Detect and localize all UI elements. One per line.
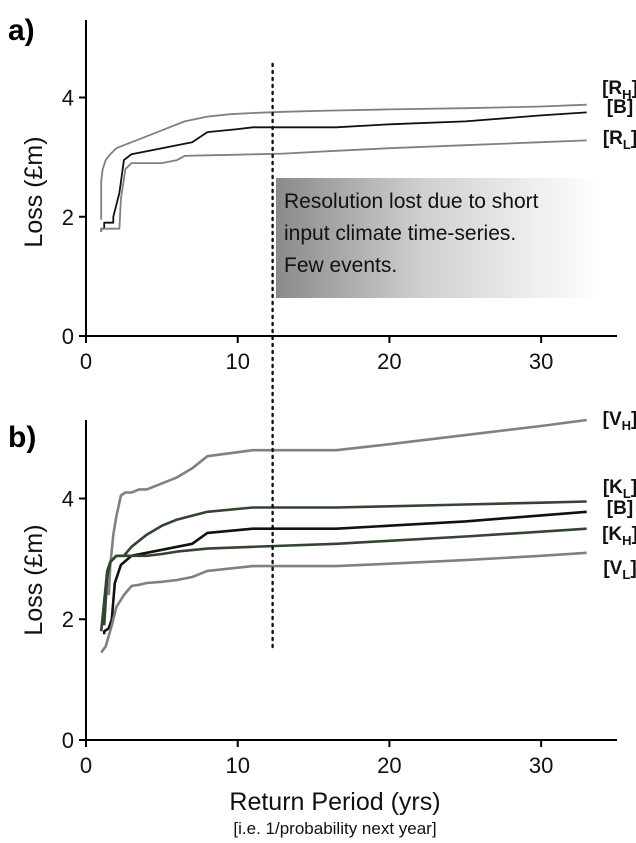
series-label-b: [B]: [607, 498, 633, 519]
panel-a-y-tick-label: 0: [62, 324, 74, 349]
panel-b-x-tick-label: 0: [80, 753, 92, 778]
series-label-kl: [KL]: [603, 477, 636, 501]
panel-b-axes: 0 10 20 30 0 2 4: [62, 420, 617, 778]
panel-a-y-axis-title: Loss (£m): [20, 136, 48, 247]
series-line-vh: [107, 418, 587, 596]
panel-b-y-tick-label: 0: [62, 728, 74, 753]
panel-a-y-tick-label: 2: [62, 205, 74, 230]
panel-b-x-tick-label: 30: [529, 753, 553, 778]
panel-a-label: a): [8, 14, 35, 47]
series-line-rh: [100, 103, 587, 220]
panel-a-y-tick-label: 4: [62, 86, 74, 111]
series-label-rl: [RL]: [603, 128, 636, 152]
panel-a-x-tick-label: 30: [529, 349, 553, 374]
series-line-b: [102, 510, 587, 635]
panel-b-series: [99, 418, 587, 654]
panel-b-label: b): [8, 421, 36, 454]
panel-b-legend-labels: [VH] [KL][B] [KH] [VL]: [602, 409, 636, 582]
x-axis-note: [i.e. 1/probability next year]: [233, 819, 436, 838]
panel-a-x-tick-label: 0: [80, 349, 92, 374]
series-line-vl: [100, 551, 587, 654]
panel-b-x-tick-label: 20: [377, 753, 401, 778]
x-axis-title: Return Period (yrs): [229, 788, 440, 816]
annotation-line-3: Few events.: [284, 254, 397, 277]
panel-a-legend-labels: [RH][B] [RL]: [602, 78, 636, 152]
series-line-rl: [100, 139, 587, 232]
panel-a-annotation: Resolution lost due to short input clima…: [276, 178, 598, 298]
panel-a-series: [100, 103, 587, 232]
series-label-kh: [KH]: [602, 524, 636, 548]
series-line-kl: [102, 500, 587, 626]
series-line-kh: [99, 527, 587, 632]
annotation-line-2: input climate time-series.: [284, 222, 516, 245]
panel-b-y-axis-title: Loss (£m): [20, 524, 48, 635]
series-label-vh: [VH]: [603, 409, 636, 433]
panel-b-y-tick-label: 4: [62, 486, 74, 511]
series-label-vl: [VL]: [603, 558, 636, 582]
annotation-line-1: Resolution lost due to short: [284, 190, 539, 213]
series-line-b: [100, 111, 587, 232]
series-label-rh: [RH]: [602, 78, 636, 102]
panel-b-y-tick-label: 2: [62, 607, 74, 632]
panel-b-x-tick-label: 10: [225, 753, 249, 778]
series-label-b: [B]: [607, 97, 633, 118]
panel-a-x-tick-label: 20: [377, 349, 401, 374]
panel-a-x-tick-label: 10: [225, 349, 249, 374]
panel-a-axes: 0 10 20 30 0 2 4: [62, 20, 617, 374]
panel-a: a) Resolution lost due to short input cl…: [8, 14, 636, 374]
annotation-shaded-box: [276, 178, 598, 298]
